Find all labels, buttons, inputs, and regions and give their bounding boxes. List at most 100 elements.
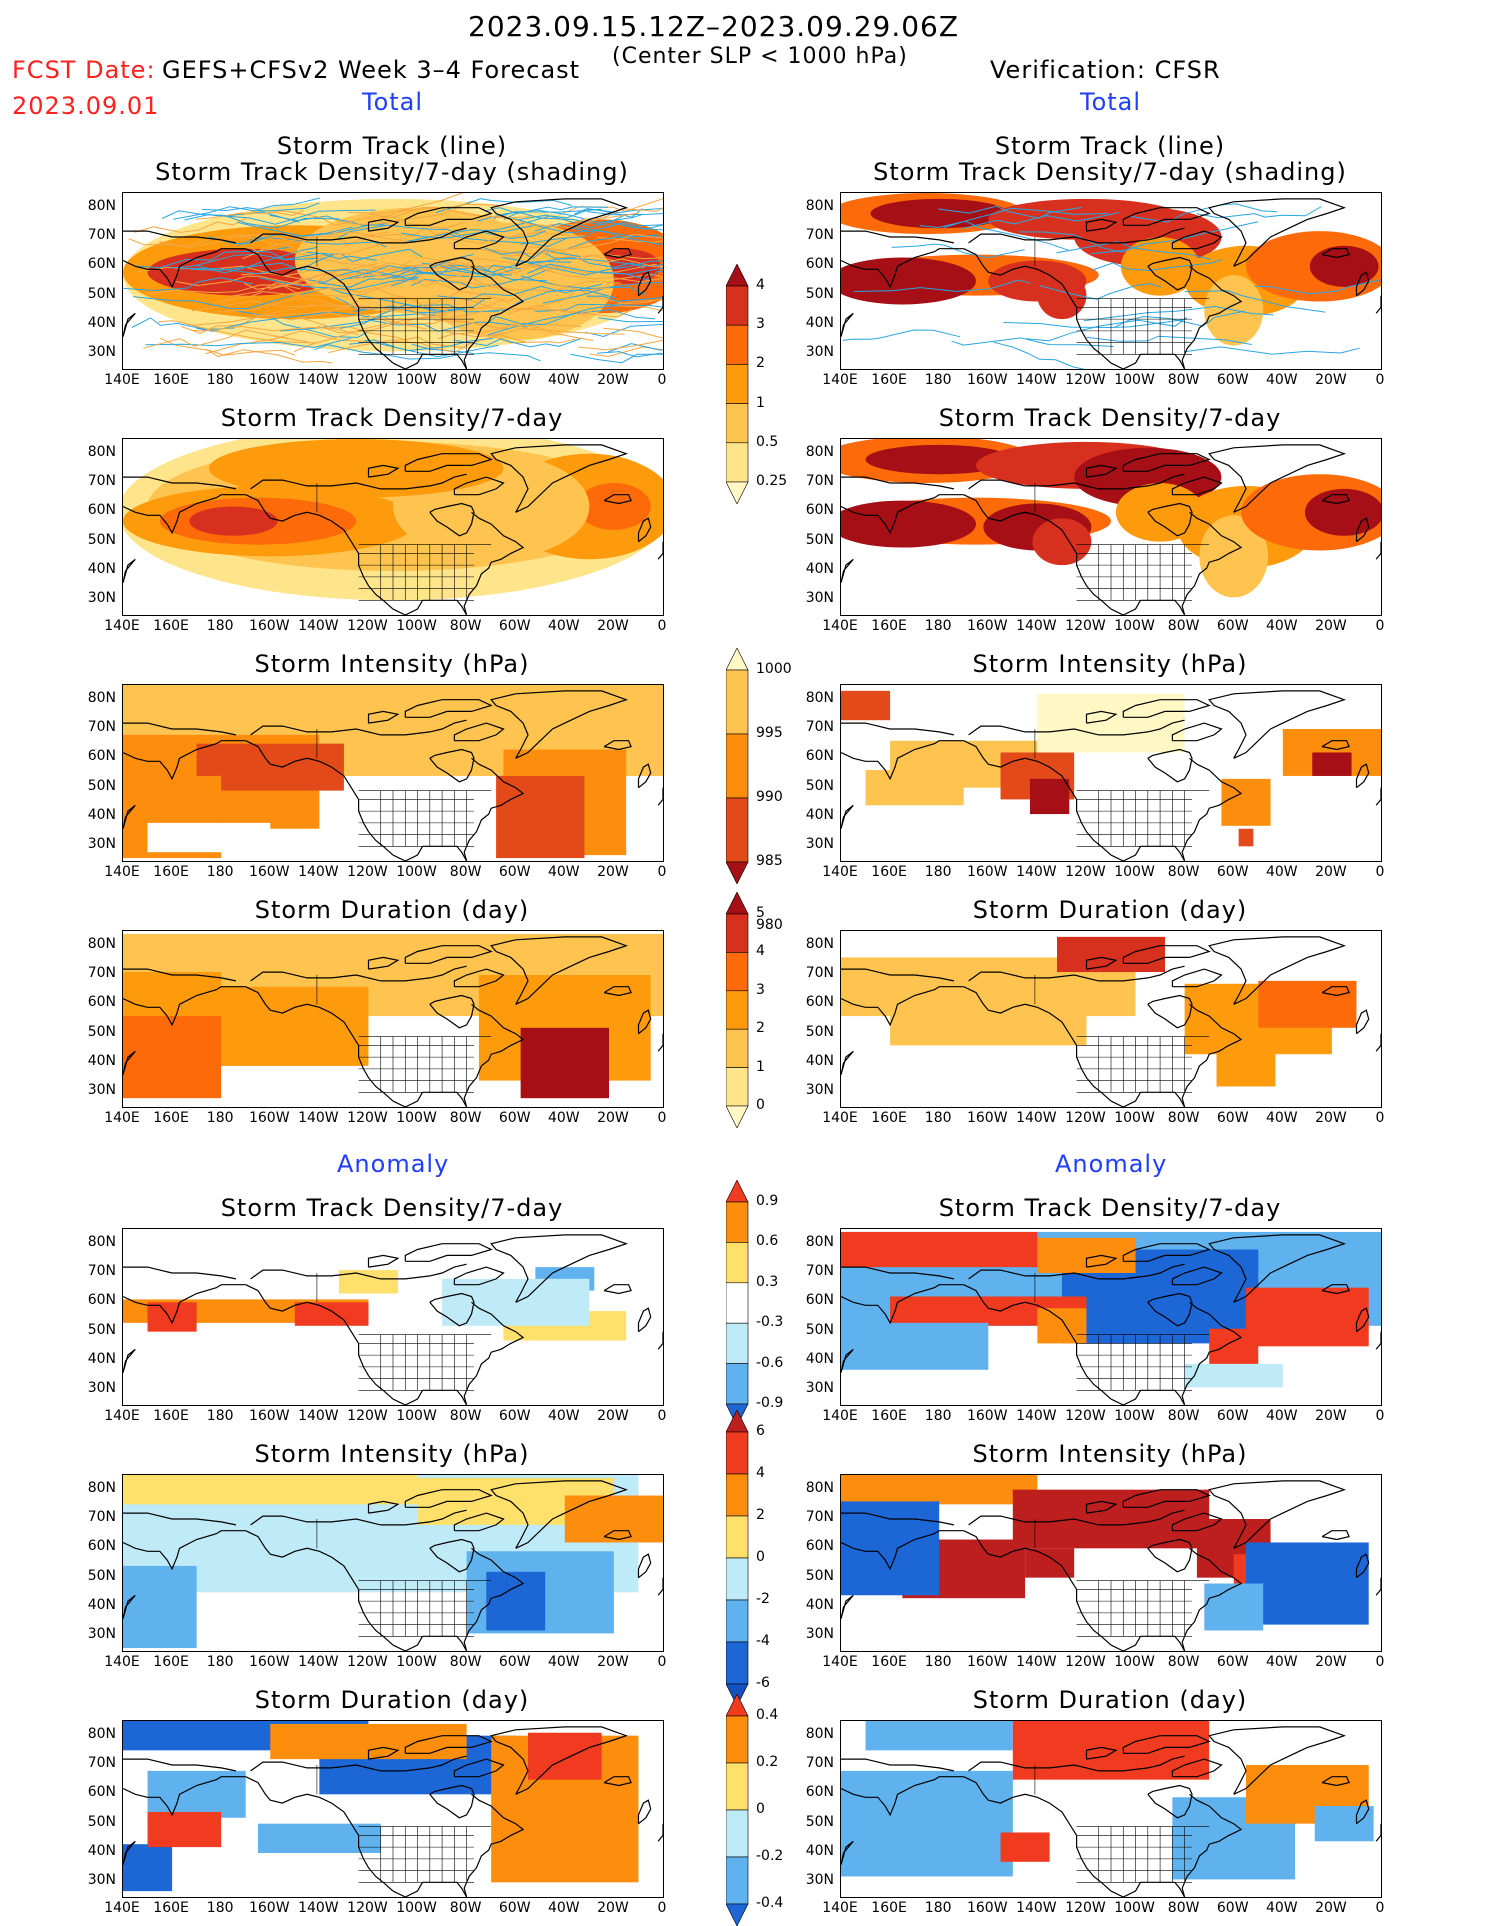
colorbar-swatch xyxy=(726,648,749,671)
lon-label: 40W xyxy=(547,372,580,388)
colorbar-label: 0.5 xyxy=(756,433,779,450)
lon-label: 140W xyxy=(1016,1654,1057,1670)
lat-label: 40N xyxy=(87,807,116,823)
colorbar-swatch xyxy=(726,324,749,365)
lat-label: 50N xyxy=(87,285,116,302)
lon-label: 20W xyxy=(1315,864,1347,880)
lat-label: 70N xyxy=(87,965,116,981)
title-anom-intensity-right: Storm Intensity (hPa) xyxy=(972,1440,1248,1468)
lon-label: 140W xyxy=(298,372,339,388)
section-total-left: Total xyxy=(362,88,424,116)
lon-label: 160E xyxy=(153,1408,189,1424)
colorbar-swatch xyxy=(726,669,749,735)
lat-label: 30N xyxy=(87,1872,116,1889)
lon-label: 60W xyxy=(498,618,531,634)
lat-label: 80N xyxy=(87,935,116,952)
lon-label: 140W xyxy=(1016,1900,1057,1916)
lat-label: 50N xyxy=(805,1321,834,1338)
lat-label: 50N xyxy=(805,1567,834,1584)
lon-label: 160E xyxy=(871,1900,907,1916)
colorbar-swatch xyxy=(726,481,749,504)
lat-label: 50N xyxy=(805,531,834,548)
lon-label: 160E xyxy=(871,1408,907,1424)
title-track-line-left: Storm Track (line) xyxy=(276,132,508,160)
lat-label: 50N xyxy=(87,777,116,794)
lon-label: 60W xyxy=(498,1900,531,1916)
lat-label: 70N xyxy=(805,1263,834,1279)
anom-density-map-observed xyxy=(840,1228,1382,1406)
lon-label: 160E xyxy=(871,618,907,634)
fcst-date-value: 2023.09.01 xyxy=(12,92,160,120)
lon-label: 100W xyxy=(396,1900,437,1916)
lon-label: 140W xyxy=(298,618,339,634)
lon-label: 0 xyxy=(1375,618,1385,634)
lat-label: 50N xyxy=(87,1023,116,1040)
track-map-observed-canvas xyxy=(841,193,1381,369)
lon-label: 140E xyxy=(104,372,140,388)
lon-label: 40W xyxy=(1265,1900,1298,1916)
lat-label: 40N xyxy=(87,1597,116,1613)
lon-label: 140E xyxy=(822,618,858,634)
lat-label: 60N xyxy=(87,256,116,273)
lon-label: 120W xyxy=(347,618,388,634)
colorbar-label: 0.9 xyxy=(756,1193,779,1209)
lon-label: 60W xyxy=(1216,618,1249,634)
anom-density-map-observed-canvas xyxy=(841,1231,1381,1405)
lon-label: 60W xyxy=(1216,1654,1249,1670)
lon-label: 100W xyxy=(396,618,437,634)
colorbar-swatch xyxy=(726,1715,749,1764)
lon-label: 120W xyxy=(347,864,388,880)
duration-map-observed xyxy=(840,930,1382,1108)
section-total-right: Total xyxy=(1080,88,1142,116)
lat-label: 70N xyxy=(87,473,116,489)
track-map-forecast xyxy=(122,192,664,370)
lon-label: 120W xyxy=(347,372,388,388)
anom-duration-map-observed xyxy=(840,1720,1382,1898)
anom-density-map-forecast xyxy=(122,1228,664,1406)
lon-label: 40W xyxy=(547,618,580,634)
lat-label: 70N xyxy=(87,1263,116,1279)
lat-label: 50N xyxy=(805,1023,834,1040)
colorbar-swatch xyxy=(726,1557,749,1601)
density-map-forecast xyxy=(122,438,664,616)
colorbar-intensity xyxy=(726,648,749,884)
lon-label: 80W xyxy=(449,1900,482,1916)
lon-label: 140W xyxy=(298,1654,339,1670)
lon-label: 100W xyxy=(396,372,437,388)
colorbar-swatch xyxy=(726,1599,749,1643)
title-track-line-right: Storm Track (line) xyxy=(994,132,1226,160)
lon-label: 140E xyxy=(104,618,140,634)
lat-label: 60N xyxy=(87,1538,116,1555)
lon-label: 80W xyxy=(1167,1654,1200,1670)
lat-label: 40N xyxy=(87,1053,116,1069)
anom-duration-map-forecast-canvas xyxy=(123,1721,663,1897)
lat-label: 70N xyxy=(805,473,834,489)
colorbar-duration xyxy=(726,892,749,1128)
colorbar-label: 4 xyxy=(756,277,765,293)
lat-label: 80N xyxy=(805,1725,834,1742)
colorbar-swatch xyxy=(726,1242,749,1284)
lon-label: 140W xyxy=(298,864,339,880)
lon-label: 160W xyxy=(966,618,1008,634)
lon-label: 40W xyxy=(547,1900,580,1916)
lon-label: 140W xyxy=(298,1900,339,1916)
colorbar-label: 0 xyxy=(756,1801,765,1817)
duration-map-forecast-canvas xyxy=(123,933,663,1107)
anom-duration-map-forecast xyxy=(122,1720,664,1898)
lon-label: 160E xyxy=(871,1654,907,1670)
lon-label: 140E xyxy=(104,1110,140,1126)
lat-label: 50N xyxy=(87,1567,116,1584)
lon-label: 0 xyxy=(1375,372,1385,388)
colorbar-swatch xyxy=(726,285,749,326)
colorbar-swatch xyxy=(726,1028,749,1068)
lon-label: 140E xyxy=(822,1110,858,1126)
colorbar-label: 5 xyxy=(756,905,765,921)
colorbar-swatch xyxy=(726,1201,749,1243)
lat-label: 60N xyxy=(805,748,834,765)
title-anom-duration-right: Storm Duration (day) xyxy=(972,1686,1248,1714)
lon-label: 0 xyxy=(657,1900,667,1916)
lat-label: 50N xyxy=(805,1813,834,1830)
lon-label: 160E xyxy=(153,1900,189,1916)
lat-label: 30N xyxy=(805,1082,834,1099)
lon-label: 0 xyxy=(657,618,667,634)
